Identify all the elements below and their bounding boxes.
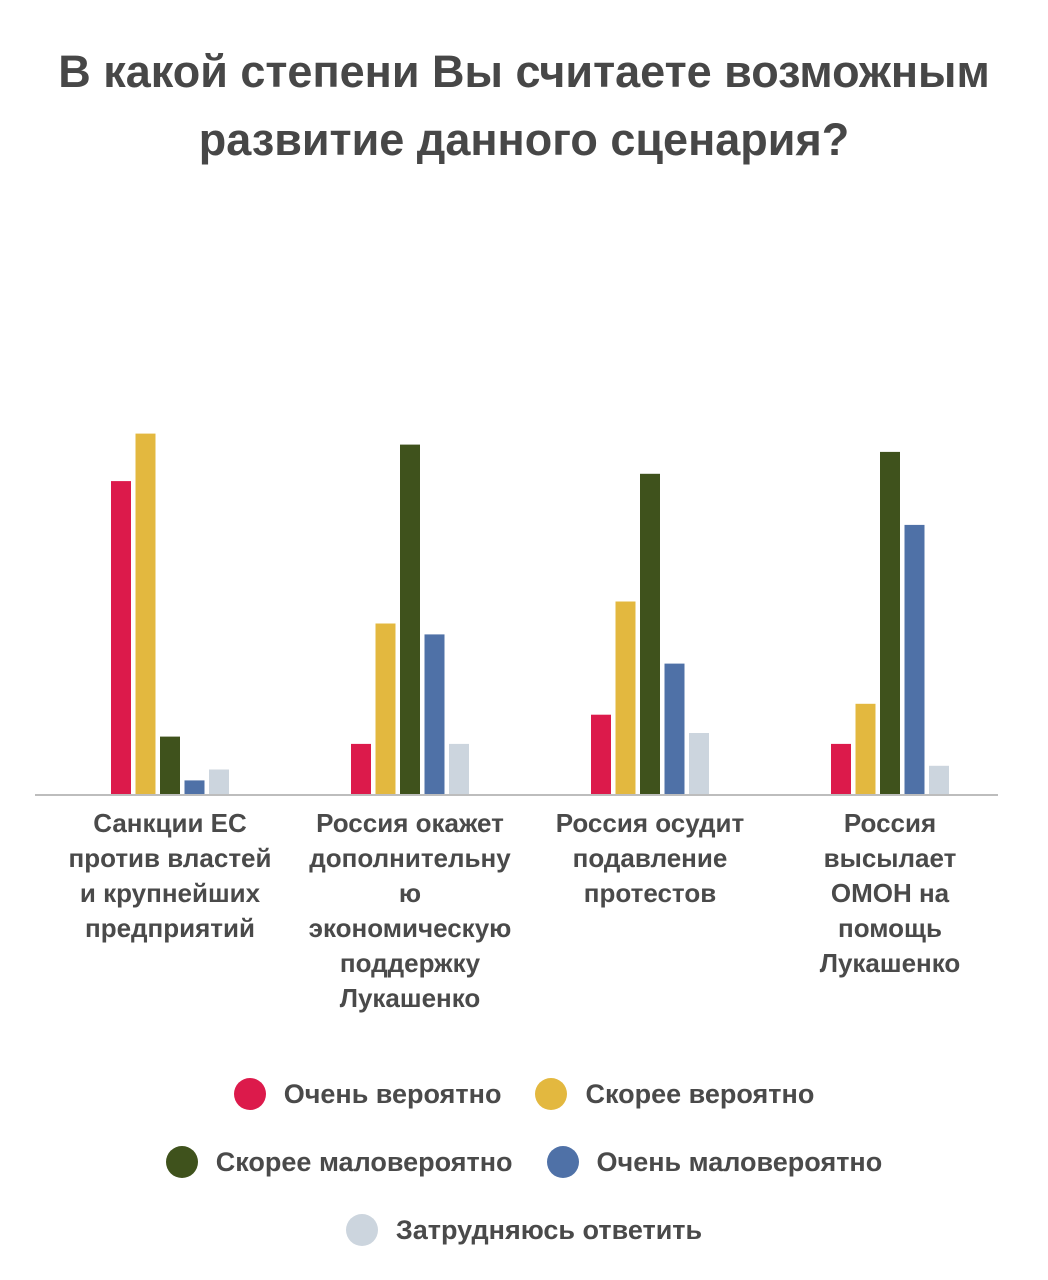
- bar-2-4: [424, 634, 445, 795]
- legend-swatch-icon: [233, 1078, 266, 1110]
- category-label-line: ОМОН на: [831, 878, 950, 908]
- bar-2-2: [375, 623, 396, 795]
- legend-label: Затрудняюсь ответить: [395, 1214, 703, 1245]
- category-label-line: Лукашенко: [820, 948, 961, 978]
- bar-2-1: [351, 743, 371, 795]
- legend: Очень вероятно Скорее вероятно Скорее мало…: [0, 1060, 1048, 1264]
- category-label-line: протестов: [584, 878, 716, 908]
- bar-1-5: [209, 769, 229, 796]
- category-label-line: помощь: [838, 913, 942, 943]
- legend-label: Скорее маловероятно: [215, 1146, 513, 1177]
- bar-2-5: [449, 743, 469, 795]
- legend-item: Затрудняюсь ответить: [345, 1214, 703, 1246]
- category-label-line: поддержку: [340, 948, 481, 978]
- legend-swatch-icon: [535, 1078, 568, 1110]
- legend-label: Скорее вероятно: [585, 1078, 815, 1109]
- category-labels: Санкции ЕС против властей и крупнейших пред…: [69, 808, 961, 1013]
- category-label-line: экономическую: [309, 913, 512, 943]
- category-label-line: высылает: [824, 843, 957, 873]
- category-label-line: Лукашенко: [340, 983, 481, 1013]
- category-label-line: Россия: [844, 808, 936, 838]
- bar-3-4: [664, 663, 685, 795]
- legend-row: Очень вероятно Скорее вероятно: [0, 1060, 1048, 1128]
- category-label-line: ю: [399, 878, 421, 908]
- bar-chart: Санкции ЕС против властей и крупнейших пред…: [35, 433, 998, 1013]
- category-label-line: Россия осудит: [556, 808, 745, 838]
- category-label-line: против властей: [69, 843, 272, 873]
- category-label-3: Россия осудит подавление протестов: [556, 808, 745, 908]
- bar-3-2: [615, 601, 636, 795]
- bar-4-2: [855, 703, 876, 796]
- bar-1-4: [184, 780, 205, 795]
- bar-3-1: [591, 714, 611, 795]
- category-label-line: и крупнейших: [80, 878, 261, 908]
- bar-1-2: [135, 433, 156, 795]
- legend-swatch-icon: [345, 1214, 378, 1246]
- category-label-2: Россия окажет дополнительну ю экономическую…: [309, 808, 512, 1013]
- bar-4-4: [904, 524, 925, 795]
- bar-4-5: [929, 765, 949, 795]
- category-label-line: Россия окажет: [316, 808, 504, 838]
- category-label-line: дополнительну: [309, 843, 511, 873]
- legend-item: Очень маловероятно: [546, 1146, 883, 1178]
- bar-3-5: [689, 733, 709, 796]
- category-label-4: Россия высылает ОМОН на помощь Лукашенко: [820, 808, 961, 978]
- legend-label: Очень маловероятно: [596, 1146, 883, 1177]
- legend-row: Затрудняюсь ответить: [0, 1196, 1048, 1264]
- bar-4-3: [880, 451, 900, 795]
- legend-item: Скорее маловероятно: [165, 1146, 513, 1178]
- chart-title: В какой степени Вы считаете возможным ра…: [58, 46, 990, 165]
- legend-swatch-icon: [546, 1146, 579, 1178]
- bar-group: [111, 433, 949, 796]
- category-label-line: предприятий: [85, 913, 255, 943]
- legend-item: Скорее вероятно: [535, 1078, 814, 1110]
- bar-3-3: [640, 473, 660, 795]
- legend-row: Скорее маловероятно Очень маловероятно: [0, 1128, 1048, 1196]
- category-label-1: Санкции ЕС против властей и крупнейших пред…: [69, 808, 272, 943]
- category-label-line: Санкции ЕС: [93, 808, 247, 838]
- legend-label: Очень вероятно: [283, 1078, 502, 1109]
- bar-1-1: [111, 481, 131, 795]
- legend-item: Очень вероятно: [233, 1078, 502, 1110]
- bar-4-1: [831, 743, 851, 795]
- legend-swatch-icon: [165, 1146, 198, 1178]
- category-label-line: подавление: [573, 843, 728, 873]
- bar-1-3: [160, 736, 180, 795]
- bar-2-3: [400, 444, 420, 795]
